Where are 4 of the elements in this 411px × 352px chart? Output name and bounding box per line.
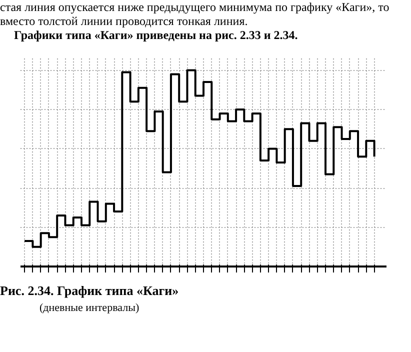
text: Рис. 2.34. График типа «Каги» xyxy=(0,282,179,300)
text: (дневные интервалы) xyxy=(38,300,140,316)
text: стая линия опускается ниже предыдущего минимума по графику «Каги», то вместо толстой линии проводится тонкая линия. xyxy=(0,0,390,28)
text: Графики типа «Каги» приведены на рис. 2.33 и 2.34. xyxy=(13,28,299,42)
